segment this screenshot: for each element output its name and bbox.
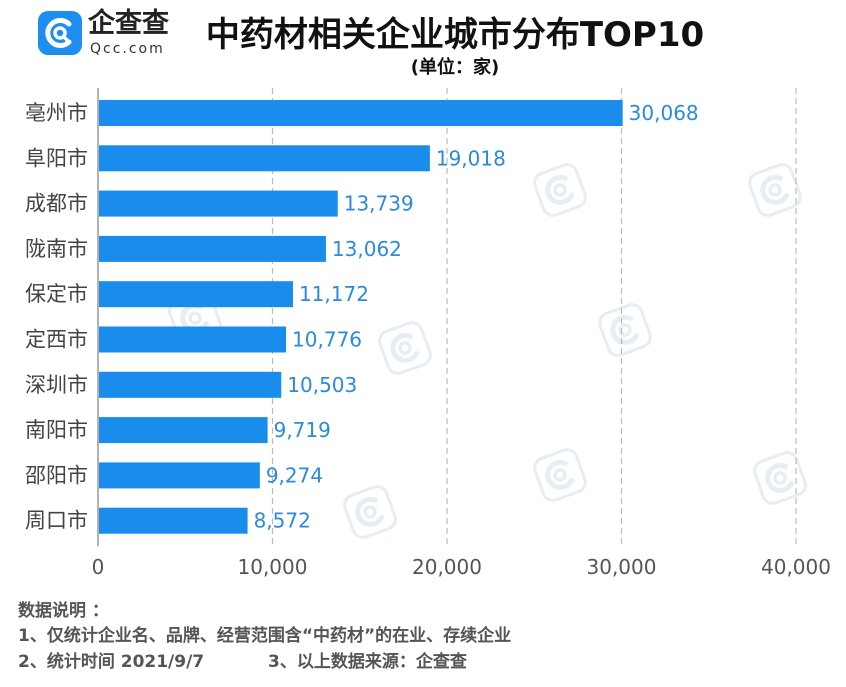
chart-title: 中药材相关企业城市分布TOP10	[205, 15, 705, 55]
chart-bar	[99, 417, 268, 444]
chart-bar	[99, 190, 338, 217]
chart-bar	[99, 507, 248, 534]
watermark-dot	[553, 183, 567, 197]
watermark-icon	[753, 451, 807, 505]
bar-chart: 0 10,000 20,000 30,000 40,000 亳州市 30,068 阜阳市 19,…	[25, 88, 831, 579]
watermark-icon	[343, 485, 397, 539]
notes-heading: 数据说明 ：	[18, 601, 109, 621]
qcc-logo-icon	[38, 11, 82, 55]
category-label: 南阳市	[25, 418, 88, 442]
bar-value-label: 10,776	[292, 328, 362, 352]
watermark-dot	[618, 323, 632, 337]
x-tick-label: 40,000	[761, 555, 831, 579]
watermark-ring	[390, 332, 420, 363]
chart-bar	[99, 235, 326, 262]
bar-value-label: 19,018	[436, 146, 506, 170]
bar-value-label: 9,274	[266, 463, 323, 487]
chart-bar	[99, 145, 430, 172]
chart-subtitle: (单位：家)	[410, 57, 500, 78]
watermark-icon	[533, 448, 587, 502]
bar-value-label: 11,172	[299, 282, 369, 306]
bar-value-label: 9,719	[274, 418, 331, 442]
category-label: 陇南市	[25, 237, 88, 261]
bar-value-label: 10,503	[287, 373, 357, 397]
watermark-ring	[760, 174, 790, 205]
watermark-ring	[765, 462, 795, 493]
bar-value-label: 30,068	[629, 101, 699, 125]
note-item: 1、仅统计企业名、品牌、经营范围含“中药材”的在业、存续企业	[18, 626, 512, 646]
watermark-ring	[610, 314, 640, 345]
watermark-ring	[355, 496, 385, 527]
category-label: 周口市	[25, 509, 88, 533]
watermark-ring	[545, 174, 575, 205]
watermark-frame	[753, 451, 807, 505]
chart-bar	[99, 100, 623, 126]
watermark-dot	[553, 468, 567, 482]
chart-bar	[99, 281, 293, 308]
note-item: 2、统计时间 2021/9/7	[18, 652, 205, 672]
category-label: 保定市	[25, 282, 88, 306]
logo-brand: 企查查	[88, 8, 169, 39]
watermark-frame	[343, 485, 397, 539]
x-tick-label: 10,000	[238, 555, 308, 579]
watermark-dot	[188, 311, 202, 325]
watermark-dot	[773, 471, 787, 485]
category-label: 深圳市	[25, 373, 88, 397]
watermark-frame	[533, 163, 587, 217]
logo-domain: Qcc.com	[90, 41, 165, 57]
chart-bar	[99, 462, 260, 489]
logo: 企查查 Qcc.com	[38, 8, 178, 57]
bar-value-label: 13,062	[332, 237, 402, 261]
category-label: 定西市	[25, 328, 88, 352]
category-label: 邵阳市	[25, 463, 88, 487]
watermark-frame	[598, 303, 652, 357]
x-tick-label: 30,000	[587, 555, 657, 579]
bar-value-label: 13,739	[344, 192, 414, 216]
watermark-icon	[378, 321, 432, 375]
category-label: 亳州市	[25, 101, 88, 125]
watermark-icon	[533, 163, 587, 217]
watermark-ring	[545, 459, 575, 490]
watermark-frame	[533, 448, 587, 502]
watermark-dot	[363, 505, 377, 519]
watermark-dot	[398, 341, 412, 355]
watermark-dot	[768, 183, 782, 197]
chart-bar	[99, 371, 282, 398]
category-label: 阜阳市	[25, 146, 88, 170]
chart-bar	[99, 326, 287, 353]
note-item: 3、以上数据来源：企查查	[268, 652, 467, 672]
watermark-icon	[598, 303, 652, 357]
bar-value-label: 8,572	[254, 509, 311, 533]
x-tick-label: 0	[92, 555, 105, 579]
category-label: 成都市	[25, 192, 88, 216]
watermark-frame	[378, 321, 432, 375]
x-tick-label: 20,000	[412, 555, 482, 579]
